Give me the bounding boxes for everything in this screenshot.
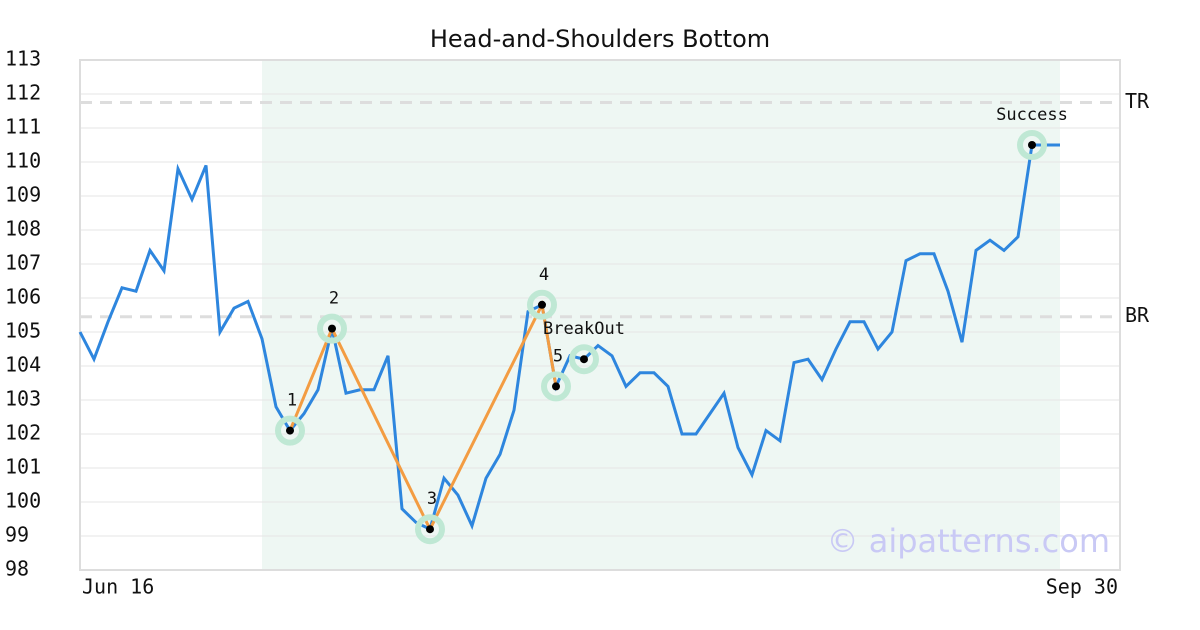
x-tick-label: Jun 16: [82, 575, 154, 599]
y-tick-label: 100: [5, 489, 41, 513]
chart-title: Head-and-Shoulders Bottom: [430, 25, 770, 53]
pattern-label: 2: [329, 289, 339, 309]
y-tick-label: 104: [5, 353, 41, 377]
pattern-point-dot: [538, 300, 546, 309]
marker-halo: [569, 344, 599, 375]
pattern-point-halo: [541, 371, 571, 402]
y-tick-label: 112: [5, 81, 41, 105]
y-tick-label: 109: [5, 183, 41, 207]
marker-halo: [1017, 130, 1047, 160]
plot-frame: [79, 59, 1121, 571]
y-tick-label: 103: [5, 387, 41, 411]
pattern-point-halo: [317, 313, 347, 344]
y-tick-label: 107: [5, 251, 41, 275]
watermark: © aipatterns.com: [827, 522, 1110, 560]
pattern-point-dot: [286, 426, 294, 435]
marker-label: BreakOut: [543, 319, 625, 339]
marker-dot: [580, 355, 588, 364]
level-label: TR: [1125, 89, 1150, 113]
pattern-label: 3: [427, 489, 437, 509]
y-tick-label: 99: [5, 523, 29, 547]
pattern-point-dot: [426, 525, 434, 534]
y-tick-label: 110: [5, 149, 41, 173]
x-tick-label: Sep 30: [1046, 575, 1118, 599]
y-tick-label: 98: [5, 557, 29, 581]
y-tick-label: 106: [5, 285, 41, 309]
pattern-point-dot: [552, 382, 560, 391]
pattern-point-halo: [415, 514, 445, 545]
marker-dot: [1028, 141, 1036, 149]
level-label: BR: [1125, 303, 1150, 327]
pattern-label: 4: [539, 265, 549, 285]
pattern-label: 5: [553, 346, 563, 366]
marker-label: Success: [996, 105, 1068, 125]
y-tick-label: 113: [5, 47, 41, 71]
y-tick-label: 105: [5, 319, 41, 343]
pattern-region: [262, 60, 1060, 570]
pattern-point-dot: [328, 324, 336, 333]
pattern-label: 1: [287, 391, 297, 411]
y-tick-label: 101: [5, 455, 41, 479]
y-tick-label: 102: [5, 421, 41, 445]
pattern-point-halo: [275, 415, 305, 446]
y-tick-label: 108: [5, 217, 41, 241]
pattern-point-halo: [527, 289, 557, 320]
y-tick-label: 111: [5, 115, 41, 139]
